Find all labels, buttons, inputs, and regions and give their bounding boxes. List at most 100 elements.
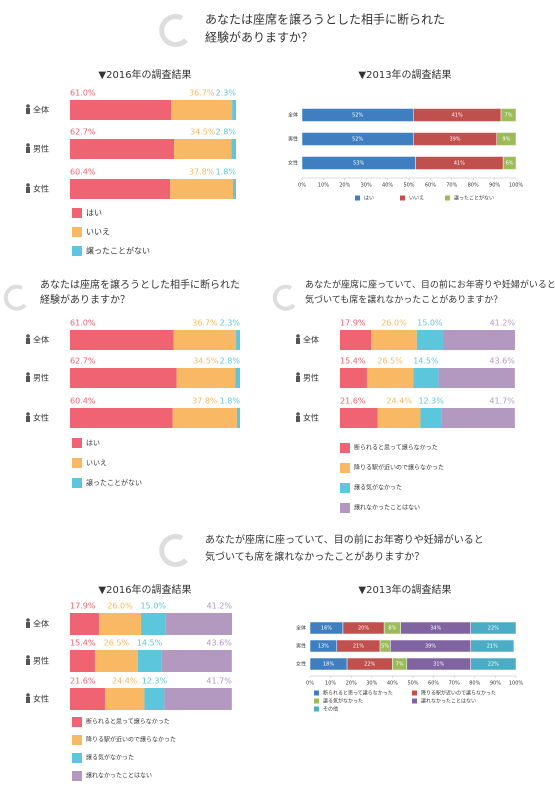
value-label: 13%: [318, 644, 329, 650]
person-icon: [26, 147, 30, 153]
legend-swatch: [340, 463, 350, 473]
value-label: 5%: [381, 644, 389, 650]
person-icon: [26, 412, 30, 416]
bar-segment: [500, 108, 517, 122]
value-label: 15.4%: [70, 639, 96, 648]
legend-label: 譲れなかったことはない: [354, 504, 420, 512]
legend-label: 断られると思って譲らなかった: [354, 444, 438, 452]
bar-segment: [171, 100, 233, 120]
value-label: 31%: [433, 662, 444, 668]
x-tick-label: 50%: [403, 183, 414, 189]
legend-swatch: [412, 690, 417, 696]
bar-segment: [144, 688, 165, 710]
bar-segment: [70, 179, 171, 199]
person-icon: [26, 655, 30, 659]
value-label: 26.0%: [107, 602, 133, 611]
heading: あなたが座席に座っていて、目の前にお年寄りや妊婦がいると: [205, 533, 484, 546]
bar-segment: [141, 613, 166, 635]
category-label: 女性: [303, 413, 319, 423]
person-icon: [296, 416, 300, 422]
value-label: 14.5%: [413, 357, 439, 366]
x-tick-label: 90%: [489, 183, 500, 189]
value-label: 1.8%: [220, 397, 241, 406]
person-icon: [26, 372, 30, 376]
value-label: 8%: [388, 626, 396, 632]
legend-label: 譲る気がなかった: [86, 754, 134, 762]
legend-swatch: [355, 195, 360, 201]
value-label: 36.7%: [192, 319, 218, 328]
decor-circle: [159, 534, 188, 567]
value-label: 1.8%: [216, 168, 237, 177]
bar-segment: [104, 688, 145, 710]
bar-segment: [502, 156, 517, 170]
bar-segment: [340, 368, 367, 388]
person-icon: [26, 334, 30, 338]
value-label: 37.8%: [192, 397, 218, 406]
bar-segment: [70, 330, 174, 350]
person-icon: [26, 183, 30, 187]
value-label: 26.0%: [381, 319, 407, 328]
person-icon: [26, 622, 30, 628]
category-label: 全体: [288, 112, 298, 119]
value-label: 62.7%: [70, 128, 96, 137]
legend-label: 降りる駅が近いので譲らなかった: [421, 690, 496, 697]
legend-label: 降りる駅が近いので譲らなかった: [86, 736, 176, 744]
bar-segment: [70, 100, 172, 120]
bar-segment: [496, 132, 517, 146]
legend-label: 譲る気がなかった: [323, 698, 363, 705]
category-label: 女性: [288, 160, 298, 167]
legend-label: 降りる駅が近いので譲らなかった: [354, 464, 444, 472]
x-tick-label: 60%: [428, 681, 439, 687]
category-label: 女性: [33, 413, 49, 423]
bar-segment: [98, 613, 142, 635]
value-label: 15.0%: [417, 319, 443, 328]
value-label: 21.6%: [70, 677, 96, 686]
legend-swatch: [412, 698, 417, 704]
value-label: 24.4%: [386, 397, 412, 406]
value-label: 22%: [488, 662, 499, 668]
subtitle: ▼2013年の調査結果: [358, 583, 451, 596]
value-label: 39%: [425, 644, 436, 650]
value-label: 61.0%: [70, 89, 96, 98]
decor-circle: [159, 14, 188, 47]
category-label: 全体: [303, 335, 319, 345]
legend-swatch: [340, 483, 350, 493]
value-label: 34.5%: [193, 357, 219, 366]
bar-segment: [470, 621, 517, 635]
value-label: 7%: [396, 662, 404, 668]
bar-segment: [161, 650, 232, 672]
value-label: 24.4%: [112, 677, 138, 686]
x-tick-label: 90%: [490, 681, 501, 687]
value-label: 17.9%: [70, 602, 96, 611]
person-icon: [296, 338, 300, 344]
bar-segment: [173, 330, 237, 350]
chart-title: あなたは座席を譲ろうとした相手に断られた: [40, 278, 240, 291]
x-tick-label: 30%: [361, 183, 372, 189]
value-label: 60.4%: [70, 168, 96, 177]
x-tick-label: 10%: [325, 681, 336, 687]
category-label: 男性: [303, 373, 319, 383]
bar-segment: [470, 657, 517, 671]
bar-segment: [232, 100, 236, 120]
bar-segment: [164, 688, 232, 710]
value-label: 18%: [323, 662, 334, 668]
x-tick-label: 0%: [306, 681, 314, 687]
legend-label: はい: [364, 196, 374, 202]
bar-segment: [137, 650, 162, 672]
legend-swatch: [72, 227, 82, 237]
person-icon: [26, 416, 30, 422]
person-icon: [26, 104, 30, 108]
value-label: 41%: [454, 161, 465, 167]
category-label: 女性: [33, 184, 49, 194]
legend-label: いいえ: [409, 196, 424, 202]
decor-circle: [3, 284, 27, 311]
category-label: 全体: [296, 625, 306, 632]
bar-segment: [94, 650, 138, 672]
value-label: 2.3%: [220, 319, 241, 328]
person-icon: [26, 697, 30, 703]
bar-segment: [176, 368, 236, 388]
chart-title: 気づいても席を譲れなかったことがありますか？: [305, 294, 502, 306]
bar-segment: [70, 688, 105, 710]
x-tick-label: 0%: [298, 183, 306, 189]
legend-swatch: [340, 443, 350, 453]
